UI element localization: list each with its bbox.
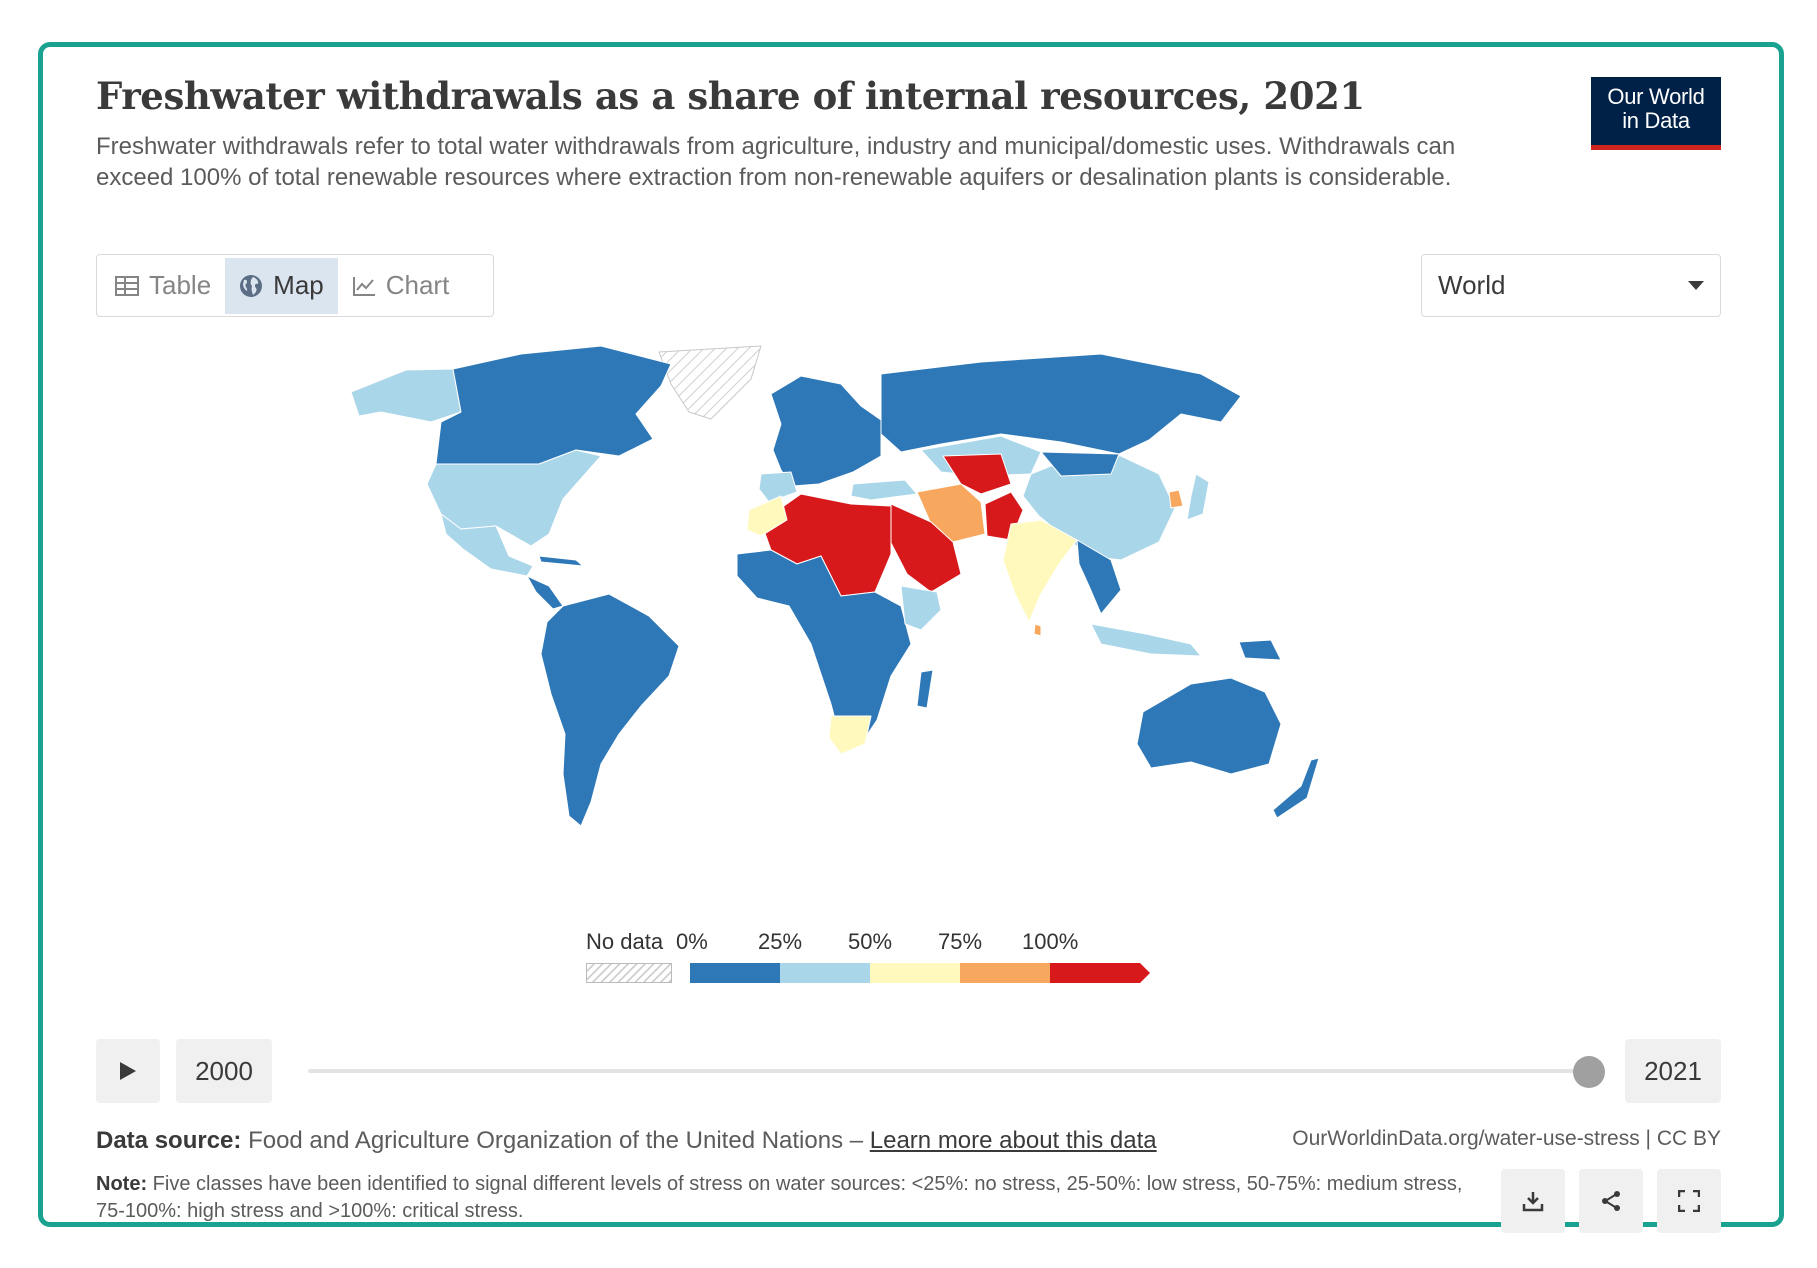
fullscreen-icon <box>1678 1190 1700 1212</box>
country-russia[interactable] <box>880 353 1242 455</box>
country-sri-lanka[interactable] <box>1033 623 1042 637</box>
country-south-korea[interactable] <box>1168 489 1184 509</box>
legend-bin-medium-stress[interactable] <box>870 963 960 983</box>
tab-chart[interactable]: Chart <box>338 258 464 314</box>
action-buttons <box>1501 1169 1721 1233</box>
country-papua-new-guinea[interactable] <box>1238 639 1282 661</box>
country-turkey[interactable] <box>850 479 918 501</box>
country-madagascar[interactable] <box>916 669 934 709</box>
region-horn-of-africa[interactable] <box>900 585 942 631</box>
data-source-text: Food and Agriculture Organization of the… <box>248 1127 870 1154</box>
country-mongolia[interactable] <box>1040 451 1120 477</box>
logo-line-2: in Data <box>1622 108 1690 133</box>
chart-frame: Freshwater withdrawals as a share of int… <box>38 42 1784 1233</box>
timeline: 2000 2021 <box>96 1039 1721 1103</box>
learn-more-link[interactable]: Learn more about this data <box>869 1127 1157 1154</box>
tab-map[interactable]: Map <box>225 257 338 314</box>
legend-tick-100: 100% <box>1022 929 1079 954</box>
data-source: Data source: Food and Agriculture Organi… <box>96 1127 1157 1155</box>
chart-title: Freshwater withdrawals as a share of int… <box>96 74 1365 118</box>
download-icon <box>1522 1192 1544 1212</box>
region-central-asia[interactable] <box>942 453 1012 495</box>
world-map <box>350 345 1320 827</box>
data-source-label: Data source: <box>96 1127 242 1154</box>
country-alaska[interactable] <box>350 368 462 423</box>
country-greenland[interactable] <box>658 345 762 420</box>
legend-tick-50: 50% <box>848 929 893 954</box>
country-australia[interactable] <box>1136 677 1282 775</box>
timeline-track[interactable] <box>308 1069 1589 1073</box>
tab-map-label: Map <box>273 270 324 300</box>
region-europe[interactable] <box>770 375 882 487</box>
legend-bin-no-stress[interactable] <box>690 963 780 983</box>
country-brazil[interactable] <box>540 593 680 827</box>
country-saudi-arabia[interactable] <box>888 503 962 593</box>
legend-bin-critical-stress[interactable] <box>1050 963 1150 983</box>
region-sub-saharan-africa[interactable] <box>736 549 912 745</box>
tab-table-label: Table <box>149 270 212 300</box>
legend-no-data-label: No data <box>586 929 664 954</box>
region-indonesia[interactable] <box>1090 623 1202 657</box>
country-south-africa[interactable] <box>828 715 872 755</box>
chart-card: Freshwater withdrawals as a share of int… <box>96 74 1721 1233</box>
view-tabs: Table Map Chart <box>96 254 494 317</box>
region-select[interactable]: World <box>1421 254 1721 317</box>
chart-subtitle: Freshwater withdrawals refer to total wa… <box>96 133 1456 191</box>
logo-line-1: Our World <box>1607 84 1705 109</box>
fullscreen-button[interactable] <box>1657 1169 1721 1233</box>
note-text: Five classes have been identified to sig… <box>96 1173 1463 1222</box>
map-legend: No data 0% 25% 50% 75% 100% <box>586 929 1286 999</box>
legend-bin-high-stress[interactable] <box>960 963 1050 983</box>
table-icon <box>115 275 139 296</box>
play-button[interactable] <box>96 1039 160 1103</box>
region-caribbean[interactable] <box>538 555 584 567</box>
share-button[interactable] <box>1579 1169 1643 1233</box>
globe-icon <box>240 274 263 297</box>
country-canada[interactable] <box>435 345 672 465</box>
download-button[interactable] <box>1501 1169 1565 1233</box>
legend-tick-0: 0% <box>676 929 708 954</box>
country-india[interactable] <box>1002 519 1078 623</box>
country-usa[interactable] <box>426 449 602 547</box>
share-icon <box>1602 1191 1620 1211</box>
timeline-end-year[interactable]: 2021 <box>1625 1039 1721 1103</box>
region-select-value: World <box>1438 270 1506 300</box>
line-chart-icon <box>352 276 375 296</box>
owid-logo[interactable]: Our World in Data <box>1591 77 1721 150</box>
timeline-handle[interactable] <box>1573 1056 1605 1088</box>
country-japan[interactable] <box>1186 473 1210 521</box>
country-morocco[interactable] <box>746 495 788 537</box>
play-icon <box>120 1062 136 1080</box>
chart-note: Note: Five classes have been identified … <box>96 1171 1496 1225</box>
timeline-start-year[interactable]: 2000 <box>176 1039 272 1103</box>
region-southeast-asia[interactable] <box>1076 539 1122 615</box>
country-mexico[interactable] <box>440 513 534 577</box>
legend-bin-low-stress[interactable] <box>780 963 870 983</box>
legend-no-data-swatch <box>586 963 672 983</box>
tab-chart-label: Chart <box>385 270 450 300</box>
country-spain[interactable] <box>758 471 798 503</box>
legend-tick-75: 75% <box>938 929 983 954</box>
tab-table[interactable]: Table <box>101 258 225 314</box>
note-label: Note: <box>96 1173 148 1195</box>
region-central-america[interactable] <box>526 575 564 610</box>
legend-tick-25: 25% <box>758 929 803 954</box>
source-url[interactable]: OurWorldinData.org/water-use-stress | CC… <box>1292 1127 1721 1150</box>
chevron-down-icon <box>1688 281 1704 290</box>
country-new-zealand[interactable] <box>1272 757 1320 819</box>
